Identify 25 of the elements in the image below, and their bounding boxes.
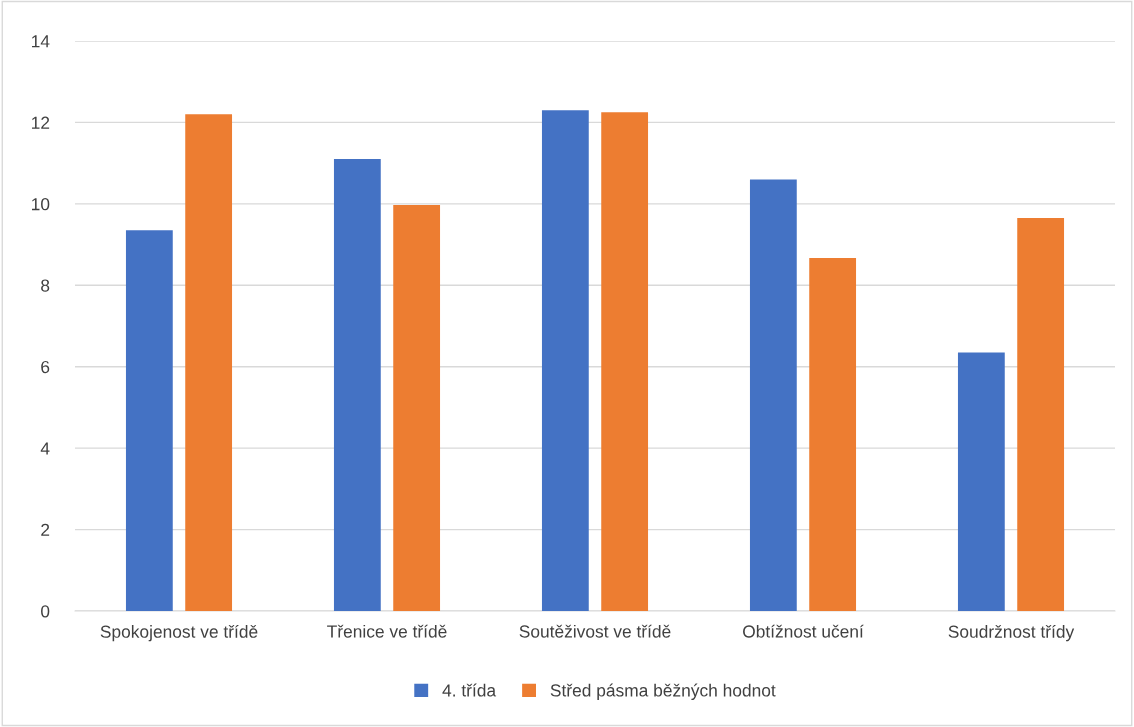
bar: [809, 258, 857, 611]
bar: [185, 114, 233, 611]
bar: [333, 159, 381, 611]
legend-label: Střed pásma běžných hodnot: [550, 683, 776, 701]
bar: [957, 352, 1005, 611]
bar: [749, 179, 797, 611]
bar: [601, 112, 649, 611]
x-tick-label: Třenice ve třídě: [327, 624, 447, 638]
y-tick-label: 10: [32, 198, 50, 211]
y-tick-label: 14: [32, 35, 50, 48]
y-tick-label: 6: [41, 360, 50, 374]
bar: [393, 205, 441, 611]
bar: [541, 110, 589, 611]
y-tick-label: 12: [32, 116, 50, 129]
y-tick-label: 8: [41, 279, 50, 292]
bar: [1017, 218, 1065, 611]
x-tick-label: Obtížnost učení: [743, 624, 864, 638]
y-tick-label: 0: [41, 605, 50, 618]
y-tick-label: 4: [40, 442, 50, 455]
x-tick-label: Soudržnost třídy: [948, 624, 1075, 642]
x-tick-label: Soutěživost ve třídě: [519, 624, 671, 638]
y-tick-label: 2: [41, 523, 50, 536]
bar: [125, 230, 173, 611]
legend-label: 4. třída: [442, 683, 497, 697]
x-tick-label: Spokojenost ve třídě: [100, 624, 258, 642]
